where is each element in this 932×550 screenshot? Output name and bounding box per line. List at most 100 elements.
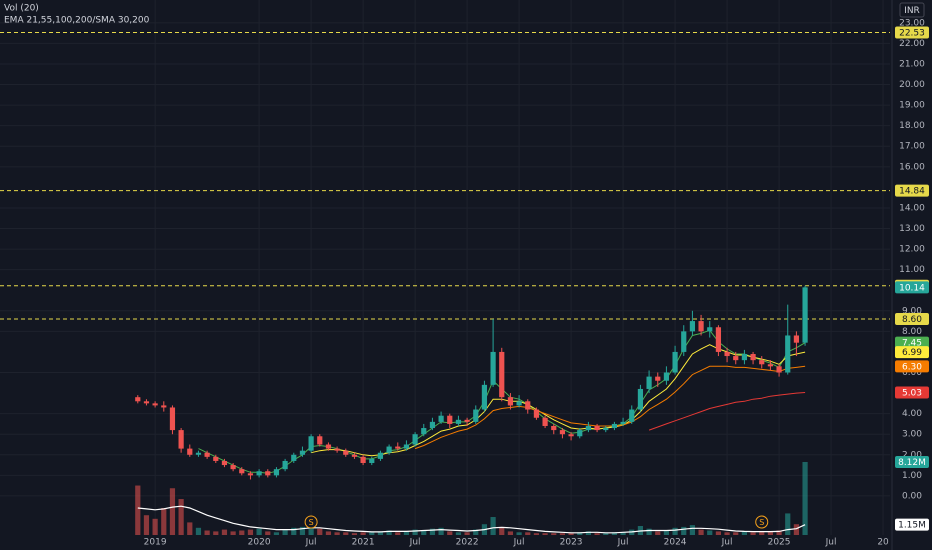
candle-body [750,353,756,361]
candle-body [455,419,462,424]
volume-bar [594,533,600,535]
candle-body [646,376,652,389]
candle-body [551,425,557,431]
candle-body [707,327,713,332]
volume-bar [395,532,401,535]
volume-bar [568,533,574,535]
marks [0,31,890,535]
ma-value-label-box [895,336,929,349]
candle-body [490,351,496,385]
candle-body [715,327,722,352]
candle-body [169,407,176,431]
ma-value-label: 6.30 [902,362,922,372]
volume-bar [282,529,288,535]
volume-bar [412,529,418,535]
volume-bar [655,531,661,535]
candle-body [369,458,375,464]
candle-body [247,473,254,476]
y-tick-label: 13.00 [899,224,925,234]
volume-bar [793,524,800,535]
x-tick-label: 2025 [768,538,791,548]
volume-bar [533,533,540,535]
volume-bar [646,528,652,535]
volume-bar [525,532,531,535]
volume-bar [689,525,696,535]
y-tick-label: 0.00 [902,491,922,501]
y-tick-label: 1.00 [902,471,922,481]
y-tick-label: 11.00 [899,265,925,275]
volume-bar [343,532,349,535]
candle-body [603,428,609,431]
currency-box[interactable] [899,2,925,18]
volume-bar [620,532,626,535]
event-marker [304,515,318,529]
volume-bar [429,528,436,535]
volume-ma-value-label: 1.15M [898,521,926,531]
volume-bar [221,529,228,535]
candle-body [724,351,730,357]
candle-body [533,409,540,418]
volume-bar [317,528,323,535]
level-label: 22.53 [899,28,925,38]
candle-body [542,417,548,426]
candle-body [577,430,583,437]
level-label-box [895,313,929,326]
event-label: S [759,518,764,527]
candle-body [152,403,158,406]
volume-bar [776,530,782,535]
candle-body [334,448,340,451]
candle-body [507,397,514,406]
volume-bar [577,532,583,535]
volume-bar [299,526,306,535]
candle-body [265,471,271,476]
candle-body [213,456,219,461]
volume-bar [785,513,791,535]
candle-body [681,331,687,352]
x-tick-label: Jul [721,538,733,548]
volume-bar [213,531,219,535]
volume-bar [360,532,366,535]
candle-body [282,460,288,470]
ma-value-label-box [895,386,929,399]
volume-bar [230,531,236,535]
currency[interactable]: INR [904,6,920,16]
candle-body [525,401,531,410]
candle-body [299,450,306,455]
candle-body [594,425,600,431]
candle-body [395,446,401,449]
level-label: 14.84 [899,187,925,197]
candle-body [187,448,193,455]
candle-body [559,430,566,435]
y-tick-label: 9.00 [902,306,922,316]
candle-body [403,444,410,449]
candle-body [135,397,141,402]
volume-bar [178,499,184,535]
volume-bar [403,531,410,535]
y-tick-label: 22.00 [899,39,925,49]
volume-bar [438,527,444,535]
volume-bar [603,533,609,535]
volume-bar [707,530,713,535]
candle-body [438,415,444,422]
volume-bar [334,532,340,535]
y-tick-label: 19.00 [899,101,925,111]
candle-body [195,452,202,455]
candle-body [620,421,626,424]
ma-value-label-box [895,346,929,359]
candle-body [273,469,280,476]
candle-body [655,376,661,381]
candle-body [161,405,167,408]
volume-bar [447,531,453,535]
volume-bar [455,532,462,535]
y-tick-label: 17.00 [899,142,925,152]
y-tick-label: 21.00 [899,59,925,69]
volume-bar [724,532,730,535]
candle-body [759,360,765,365]
candle-body [464,419,470,422]
volume-bar [421,530,427,535]
volume-bar [325,531,332,535]
candle-body [221,460,228,466]
level-label-box [895,184,929,197]
candle-body [351,454,358,457]
